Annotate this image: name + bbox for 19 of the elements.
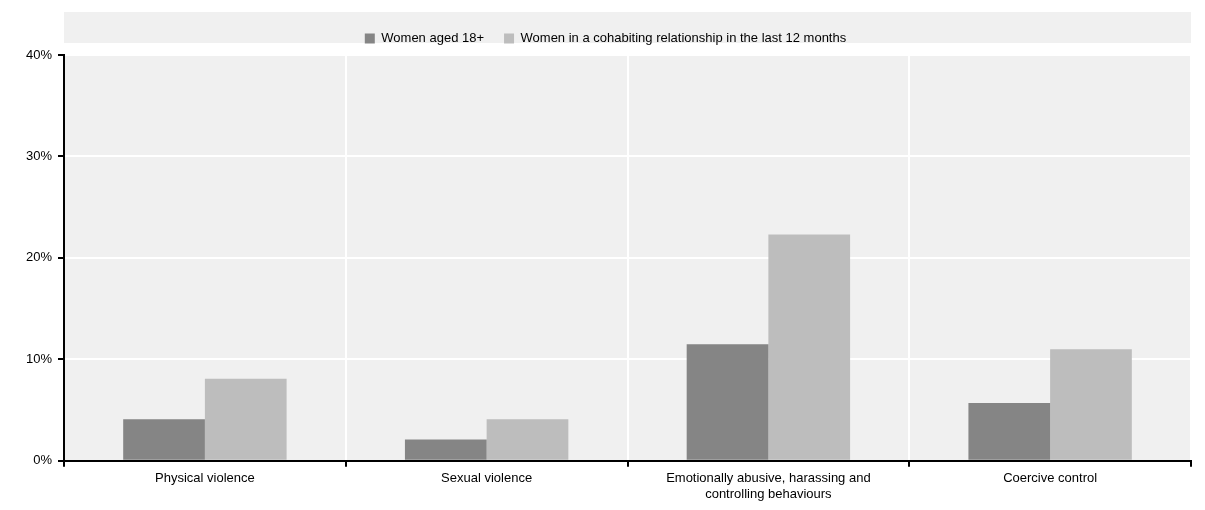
x-tick-label: Physical violence: [155, 470, 255, 486]
bar: [123, 419, 205, 460]
legend-label: Women aged 18+: [381, 30, 485, 46]
y-tick-label: 0%: [33, 452, 53, 468]
bar: [486, 419, 569, 460]
bar: [968, 402, 1051, 460]
bar: [204, 378, 287, 460]
legend-label: Women in a cohabiting relationship in the last 12 months: [520, 30, 847, 46]
y-tick-label: 30%: [25, 148, 53, 164]
y-tick-label: 10%: [25, 350, 53, 366]
bar: [404, 439, 487, 460]
x-tick-label: Coercive control: [1003, 470, 1098, 486]
bar: [768, 234, 851, 460]
y-tick-label: 40%: [25, 46, 53, 62]
x-tick-label: Emotionally abusive, harassing and controlling behaviours: [666, 470, 871, 501]
bar: [1050, 349, 1132, 460]
x-tick-label: Sexual violence: [441, 470, 533, 486]
bar: [686, 344, 769, 460]
y-tick-label: 20%: [25, 249, 53, 265]
